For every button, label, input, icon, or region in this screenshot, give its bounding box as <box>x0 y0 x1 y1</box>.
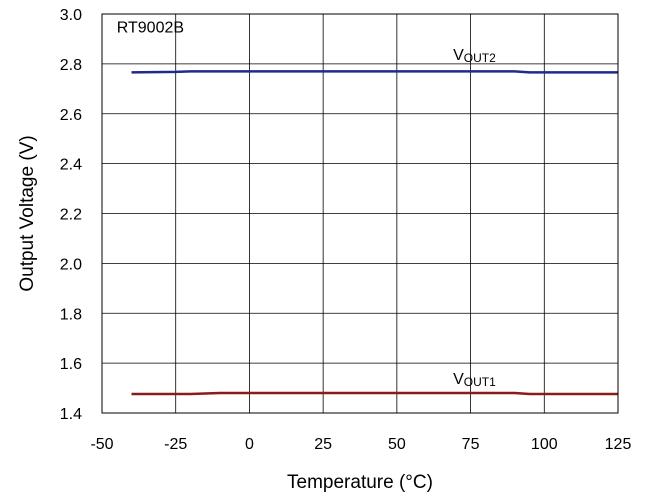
y-tick-label: 2.2 <box>60 207 82 224</box>
x-tick-label: 100 <box>531 436 558 453</box>
x-tick-label: 50 <box>388 436 406 453</box>
x-axis-label: Temperature (°C) <box>287 472 433 493</box>
x-tick-label: 25 <box>314 436 332 453</box>
x-tick-label: 75 <box>462 436 480 453</box>
y-tick-labels: 1.4 1.6 1.8 2.0 2.2 2.4 2.6 2.8 3.0 <box>60 7 82 423</box>
y-tick-label: 2.6 <box>60 107 82 124</box>
y-tick-label: 3.0 <box>60 7 82 24</box>
x-tick-label: -50 <box>90 436 113 453</box>
y-tick-label: 2.4 <box>60 157 82 174</box>
series-labels: RT9002B VOUT2 VOUT1 <box>117 19 496 389</box>
y-tick-label: 2.8 <box>60 57 82 74</box>
x-tick-label: 125 <box>605 436 632 453</box>
series-line-out1 <box>131 391 618 396</box>
y-tick-label: 1.4 <box>60 406 82 423</box>
series-line-out2 <box>131 70 618 74</box>
y-axis-label: Output Voltage (V) <box>17 135 38 291</box>
annotation-device: RT9002B <box>117 19 184 36</box>
x-tick-labels: -50 -25 0 25 50 75 100 125 <box>90 436 631 453</box>
series-lines <box>131 70 618 396</box>
y-tick-label: 1.8 <box>60 306 82 323</box>
series-label-out2: VOUT2 <box>453 47 496 65</box>
x-tick-label: 0 <box>245 436 254 453</box>
series-label-out1: VOUT1 <box>453 371 496 389</box>
x-tick-label: -25 <box>164 436 187 453</box>
plot-frame <box>101 13 619 414</box>
y-tick-label: 1.6 <box>60 356 82 373</box>
y-tick-label: 2.0 <box>60 256 82 273</box>
